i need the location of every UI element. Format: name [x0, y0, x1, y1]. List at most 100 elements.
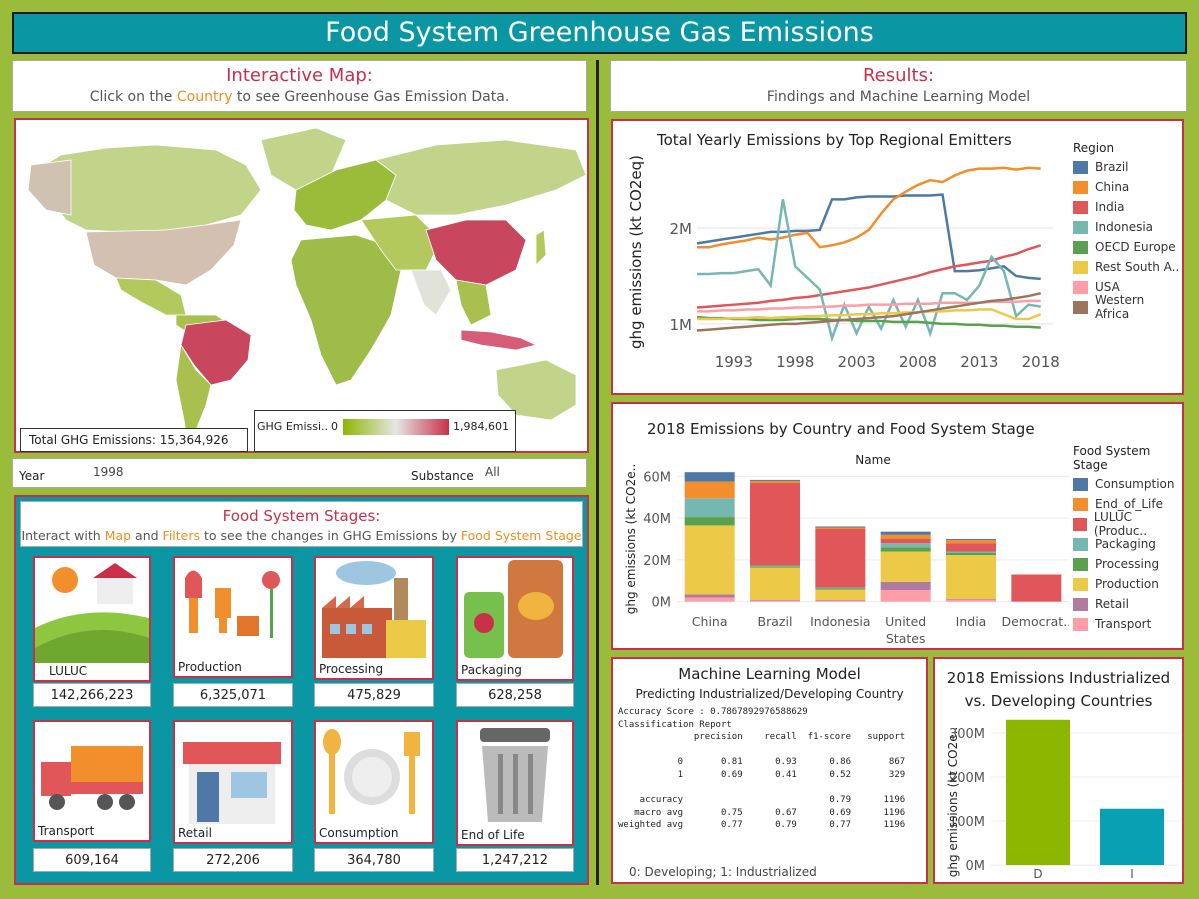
legend-entry[interactable]: Brazil [1073, 157, 1182, 177]
category-label: I [1130, 867, 1134, 881]
vertical-divider [596, 60, 599, 885]
stage-card-transport[interactable]: Transport [33, 720, 151, 842]
y-tick-label: 0M [966, 859, 986, 874]
report-line: Accuracy Score : 0.7867892976588629 [618, 707, 808, 717]
legend-entry[interactable]: China [1073, 177, 1182, 197]
stage-value-production: 6,325,071 [173, 683, 293, 707]
legend-entry[interactable]: Rest South A.. [1073, 257, 1182, 277]
series-line [697, 166, 1041, 249]
stacked-bar-chart[interactable]: Name 0M 20M 40M 60M ghg emissions (kt CO2e.. C… [613, 404, 1069, 648]
stage-card-consumption[interactable]: Consumption [314, 720, 434, 844]
bar-segment [1011, 574, 1062, 602]
year-filter[interactable]: 1998 [93, 465, 124, 479]
bar [1100, 808, 1164, 866]
map-color-legend[interactable]: GHG Emissi.. 0 1,984,601 [254, 410, 516, 452]
bar [1006, 719, 1070, 866]
legend-label: Transport [1095, 617, 1152, 631]
y-tick-label: 300M [949, 727, 985, 742]
map-australia [495, 359, 577, 421]
bar-segment [815, 528, 866, 588]
results-header: Results: Findings and Machine Learning M… [610, 60, 1187, 112]
bar-segment [684, 498, 735, 518]
world-map[interactable] [16, 120, 587, 451]
legend-swatch [1073, 497, 1088, 511]
legend-entry[interactable]: Indonesia [1073, 217, 1182, 237]
bar-segment [815, 526, 866, 528]
bar-segment [815, 527, 866, 529]
legend-entry[interactable]: USA [1073, 277, 1182, 297]
x-tick-label: 2018 [1022, 353, 1060, 371]
bar-segment [750, 480, 800, 484]
legend-entry[interactable]: Packaging [1073, 534, 1182, 554]
series-line [697, 199, 1041, 343]
category-label: D [1033, 867, 1042, 881]
legend-label: OECD Europe [1095, 240, 1176, 254]
truck-icon [41, 746, 143, 810]
legend-swatch [1073, 260, 1088, 274]
legend-swatch [1073, 300, 1088, 314]
legend-label: GHG Emissi.. [257, 420, 329, 433]
stage-value-consumption: 364,780 [314, 848, 434, 872]
line-chart[interactable]: 1M 2M 1993 1998 2003 2008 2013 2018 ghg emission… [613, 121, 1063, 381]
stages-panel: Food System Stages: Interact with Map an… [14, 495, 589, 885]
line-chart-panel: Total Yearly Emissions by Top Regional E… [611, 119, 1184, 395]
legend-entry[interactable]: OECD Europe [1073, 237, 1182, 257]
legend-entry[interactable]: Consumption [1073, 474, 1182, 494]
stages-heading: Food System Stages: [222, 507, 381, 525]
plate-cutlery-icon [323, 729, 420, 814]
bar-segment [750, 565, 800, 567]
legend-entry[interactable]: End_of_Life [1073, 494, 1182, 514]
category-label: China [692, 614, 728, 629]
legend-entry[interactable]: Western Africa [1073, 293, 1182, 321]
y-axis-label: ghg emissions (kt CO2eq) [627, 155, 645, 349]
y-tick-label: 200M [949, 771, 985, 786]
trash-can-icon [480, 728, 550, 822]
bar-segment [880, 590, 931, 602]
substance-label: Substance [411, 469, 474, 483]
farm-icon [35, 563, 149, 663]
legend-label: USA [1095, 280, 1120, 294]
legend-entry[interactable]: Retail [1073, 594, 1182, 614]
y-axis-label: ghg emissions (kt CO2e.. [624, 464, 638, 615]
x-tick-label: 1998 [776, 353, 814, 371]
substance-filter[interactable]: All [485, 465, 500, 479]
legend-label: Consumption [1095, 477, 1175, 491]
classification-report: Accuracy Score : 0.7867892976588629 Class… [618, 706, 905, 832]
legend-label: China [1095, 180, 1130, 194]
stage-card-processing[interactable]: Processing [314, 556, 434, 680]
bar-segment [750, 600, 800, 602]
stage-label: LULUC [49, 664, 88, 678]
region-legend-title: Region [1073, 141, 1115, 155]
y-tick-label: 20M [643, 554, 671, 569]
map-country-india [410, 269, 452, 316]
legend-label: End_of_Life [1095, 497, 1163, 511]
stage-card-production[interactable]: Production [173, 556, 293, 678]
legend-label: Indonesia [1095, 220, 1154, 234]
legend-entry[interactable]: Processing [1073, 554, 1182, 574]
legend-swatch [1073, 240, 1088, 254]
y-tick-label: 2M [670, 220, 693, 238]
bar-segment [750, 566, 800, 568]
bar-segment [880, 534, 931, 539]
x-tick-label: 2003 [837, 353, 875, 371]
x-tick-label: 2013 [960, 353, 998, 371]
bar-segment [684, 525, 735, 595]
stages-header: Food System Stages: Interact with Map an… [20, 501, 583, 547]
category-label: Brazil [758, 614, 793, 629]
stage-card-retail[interactable]: Retail [173, 720, 293, 844]
category-label: India [956, 614, 987, 629]
legend-entry[interactable]: India [1073, 197, 1182, 217]
legend-swatch [1073, 220, 1088, 234]
legend-entry[interactable]: LULUC (Produc.. [1073, 510, 1182, 538]
world-map-panel[interactable]: Total GHG Emissions: 15,364,926 GHG Emis… [14, 118, 589, 453]
legend-label: Retail [1095, 597, 1129, 611]
legend-entry[interactable]: Transport [1073, 614, 1182, 634]
legend-entry[interactable]: Production [1073, 574, 1182, 594]
category-label: Indonesia [810, 614, 870, 629]
bar-segment [946, 598, 996, 600]
stage-value-transport: 609,164 [33, 848, 151, 872]
stage-card-luluc[interactable]: LULUC [33, 556, 151, 682]
stage-card-packaging[interactable]: Packaging [456, 556, 574, 681]
stage-card-end-of-life[interactable]: End of Life [456, 720, 574, 846]
